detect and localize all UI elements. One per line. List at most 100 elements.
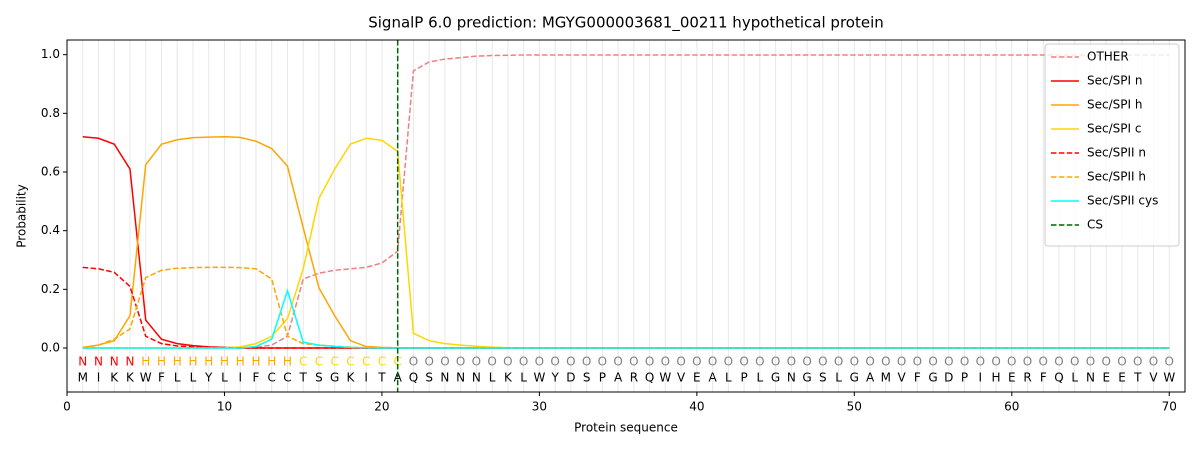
residue-label: O <box>960 355 969 369</box>
residue: F <box>253 371 260 385</box>
residue-label: O <box>787 355 796 369</box>
residue-label: O <box>944 355 953 369</box>
residue: E <box>1118 371 1126 385</box>
residue: W <box>140 371 152 385</box>
residue-label: H <box>283 355 292 369</box>
residue: C <box>268 371 276 385</box>
residue-label: O <box>897 355 906 369</box>
x-tick-label: 50 <box>847 400 862 414</box>
residue: Y <box>204 371 213 385</box>
residue-label: O <box>739 355 748 369</box>
residue: L <box>757 371 764 385</box>
residue-label: C <box>362 355 370 369</box>
residue-label: O <box>818 355 827 369</box>
residue-label: O <box>913 355 922 369</box>
residue-label: N <box>94 355 103 369</box>
residue-label: H <box>173 355 182 369</box>
residue-label: O <box>629 355 638 369</box>
residue: Y <box>550 371 559 385</box>
residue-label: O <box>613 355 622 369</box>
residue-label: H <box>157 355 166 369</box>
residue-label: O <box>472 355 481 369</box>
series-line <box>82 54 1170 349</box>
residue: P <box>961 371 968 385</box>
residue-label: O <box>976 355 985 369</box>
residue-label: H <box>188 355 197 369</box>
residue: Q <box>1054 371 1063 385</box>
residue-label: O <box>692 355 701 369</box>
residue: L <box>520 371 527 385</box>
residue: K <box>126 371 135 385</box>
x-tick-label: 40 <box>689 400 704 414</box>
residue: T <box>1133 371 1142 385</box>
residue: I <box>238 371 242 385</box>
residue-label: O <box>598 355 607 369</box>
residue: L <box>190 371 197 385</box>
residue-label: O <box>834 355 843 369</box>
residue-label: O <box>535 355 544 369</box>
y-tick-label: 0.2 <box>41 282 60 296</box>
residue: C <box>283 371 291 385</box>
residue-label: H <box>236 355 245 369</box>
residue-label: H <box>251 355 260 369</box>
residue: S <box>819 371 827 385</box>
residue: N <box>787 371 796 385</box>
residue: E <box>1102 371 1110 385</box>
residue-label: O <box>881 355 890 369</box>
residue-label: N <box>110 355 119 369</box>
residue-label: N <box>78 355 87 369</box>
residue: G <box>771 371 780 385</box>
y-tick-label: 0.4 <box>41 223 60 237</box>
residue-label: C <box>315 355 323 369</box>
residue: L <box>221 371 228 385</box>
residue: N <box>440 371 449 385</box>
residue-label: O <box>661 355 670 369</box>
residue: I <box>979 371 983 385</box>
residue: S <box>425 371 433 385</box>
residue: G <box>330 371 339 385</box>
residue-label: O <box>1007 355 1016 369</box>
residue-label: O <box>771 355 780 369</box>
residue-label: O <box>1117 355 1126 369</box>
residue: V <box>677 371 686 385</box>
residue-label: H <box>204 355 213 369</box>
x-axis-label: Protein sequence <box>574 421 678 435</box>
residue: N <box>456 371 465 385</box>
residue-label: O <box>409 355 418 369</box>
residue: Q <box>645 371 654 385</box>
residue: W <box>533 371 545 385</box>
residue: A <box>866 371 875 385</box>
series-line <box>82 288 1170 349</box>
x-tick-label: 0 <box>63 400 71 414</box>
legend-label: CS <box>1087 218 1103 232</box>
residue: N <box>1086 371 1095 385</box>
residue: P <box>599 371 606 385</box>
residue-label: O <box>850 355 859 369</box>
residue: F <box>1040 371 1047 385</box>
residue-label: O <box>582 355 591 369</box>
residue: A <box>614 371 623 385</box>
residue: G <box>928 371 937 385</box>
residue-label: O <box>1133 355 1142 369</box>
residue: V <box>1149 371 1158 385</box>
legend-label: Sec/SPII h <box>1087 170 1146 184</box>
residue: A <box>394 371 403 385</box>
residue: P <box>740 371 747 385</box>
y-axis-label: Probability <box>15 184 29 247</box>
x-tick-label: 10 <box>217 400 232 414</box>
residue: F <box>158 371 165 385</box>
residue: S <box>583 371 591 385</box>
residue: T <box>377 371 386 385</box>
residue: D <box>944 371 953 385</box>
residue: I <box>97 371 101 385</box>
residue: G <box>850 371 859 385</box>
residue: Q <box>409 371 418 385</box>
residue: L <box>174 371 181 385</box>
residue: L <box>1071 371 1078 385</box>
residue-label: C <box>299 355 307 369</box>
residue-label: O <box>724 355 733 369</box>
residue-label: O <box>991 355 1000 369</box>
x-tick-label: 70 <box>1162 400 1177 414</box>
legend: OTHER Sec/SPI n Sec/SPI h Sec/SPI c Sec/SPII… <box>1044 43 1180 247</box>
